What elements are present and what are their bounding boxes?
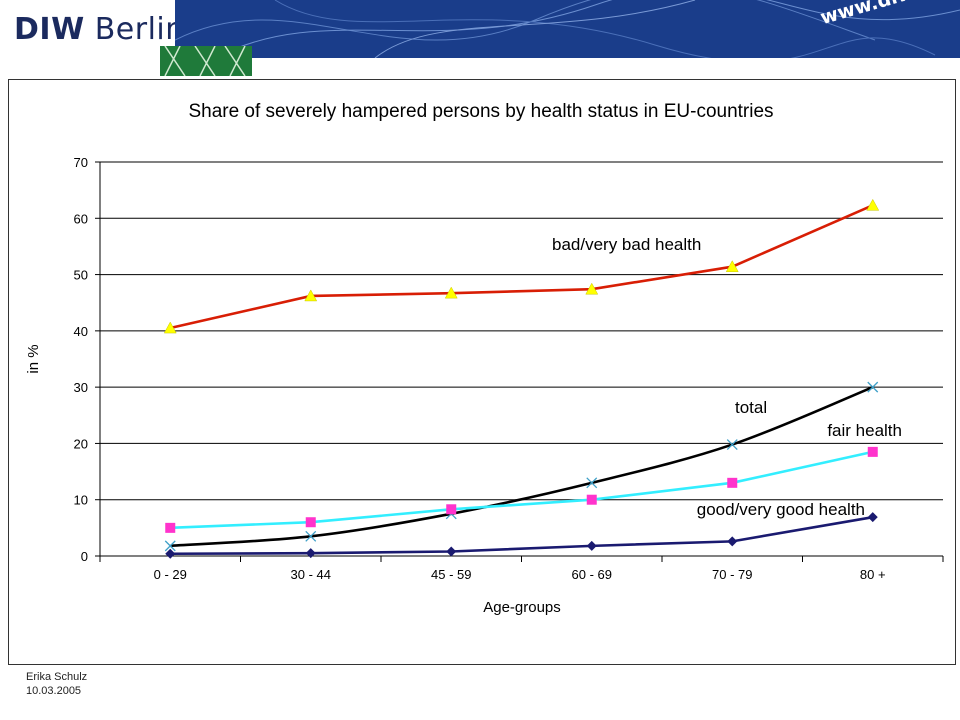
green-pattern	[164, 46, 246, 76]
logo-light: Berlin	[94, 12, 185, 47]
series-labels: bad/very bad health total fair health good/…	[552, 235, 902, 519]
marker-s2-p4	[727, 477, 738, 488]
marker-s3-p4	[727, 536, 738, 547]
y-axis-label: in %	[25, 344, 42, 373]
x-tick-label-4: 70 - 79	[712, 567, 752, 582]
y-tick-label-20: 20	[74, 436, 88, 451]
marker-s1-p1	[305, 530, 317, 542]
marker-s0-p4	[725, 260, 739, 272]
y-tick-label-30: 30	[74, 380, 88, 395]
footer-date: 10.03.2005	[26, 685, 82, 697]
y-tick-label-70: 70	[74, 155, 88, 170]
series-label-2: fair health	[827, 421, 902, 440]
marker-s0-p0	[163, 321, 177, 334]
marker-s0-p5	[866, 198, 880, 211]
series-3	[165, 512, 878, 559]
marker-s1-p4	[726, 439, 738, 451]
y-tick-label-50: 50	[74, 268, 88, 283]
marker-s3-p2	[446, 546, 457, 557]
x-tick-label-3: 60 - 69	[572, 567, 612, 582]
footer-author: Erika Schulz	[26, 671, 88, 683]
marker-s3-p1	[305, 548, 316, 559]
y-tick-labels: 0 10 20 30 40 50 60 70	[74, 155, 88, 564]
y-tick-label-60: 60	[74, 211, 88, 226]
marker-s0-p3	[585, 282, 599, 295]
axes	[95, 161, 944, 562]
y-tick-label-40: 40	[74, 324, 88, 339]
diw-logo: DIW Berlin	[14, 12, 185, 47]
marker-s1-p0	[164, 540, 176, 552]
x-tick-labels: 0 - 29 30 - 44 45 - 59 60 - 69 70 - 79 80 +	[154, 567, 886, 582]
marker-s2-p2	[446, 504, 457, 515]
marker-s1-p3	[586, 477, 598, 489]
marker-s3-p3	[586, 540, 597, 551]
series-line-2	[170, 450, 874, 530]
banner-pattern	[175, 0, 960, 58]
marker-s2-p3	[586, 494, 597, 505]
series-line-3	[170, 515, 873, 556]
x-tick-label-1: 30 - 44	[291, 567, 331, 582]
x-tick-label-2: 45 - 59	[431, 567, 471, 582]
series-label-0: bad/very bad health	[552, 235, 701, 254]
x-tick-label-5: 80 +	[860, 567, 886, 582]
marker-s0-p1	[304, 289, 318, 302]
series-2	[165, 446, 878, 533]
series-0	[163, 198, 880, 334]
series-group	[163, 198, 880, 559]
marker-s2-p0	[165, 522, 176, 533]
header-banner	[175, 0, 960, 58]
chart-title: Share of severely hampered persons by he…	[188, 101, 773, 122]
gridlines	[100, 161, 943, 557]
marker-s2-p1	[305, 517, 316, 528]
marker-s3-p0	[165, 548, 176, 559]
y-tick-label-0: 0	[81, 549, 88, 564]
chart-frame	[8, 79, 956, 665]
footer: Erika Schulz 10.03.2005	[26, 670, 87, 698]
series-line-1	[170, 385, 874, 548]
marker-s2-p5	[867, 446, 878, 457]
x-tick-label-0: 0 - 29	[154, 567, 187, 582]
marker-s3-p5	[867, 512, 878, 523]
series-1	[164, 381, 879, 552]
series-label-3: good/very good health	[697, 500, 865, 519]
marker-s0-p2	[444, 286, 458, 299]
logo-bold: DIW	[14, 12, 85, 47]
series-line-0	[169, 204, 874, 330]
x-axis-label: Age-groups	[483, 599, 561, 616]
green-logo-bar	[160, 46, 252, 76]
marker-s1-p5	[867, 381, 879, 393]
series-label-1: total	[735, 398, 767, 417]
y-tick-label-10: 10	[74, 493, 88, 508]
